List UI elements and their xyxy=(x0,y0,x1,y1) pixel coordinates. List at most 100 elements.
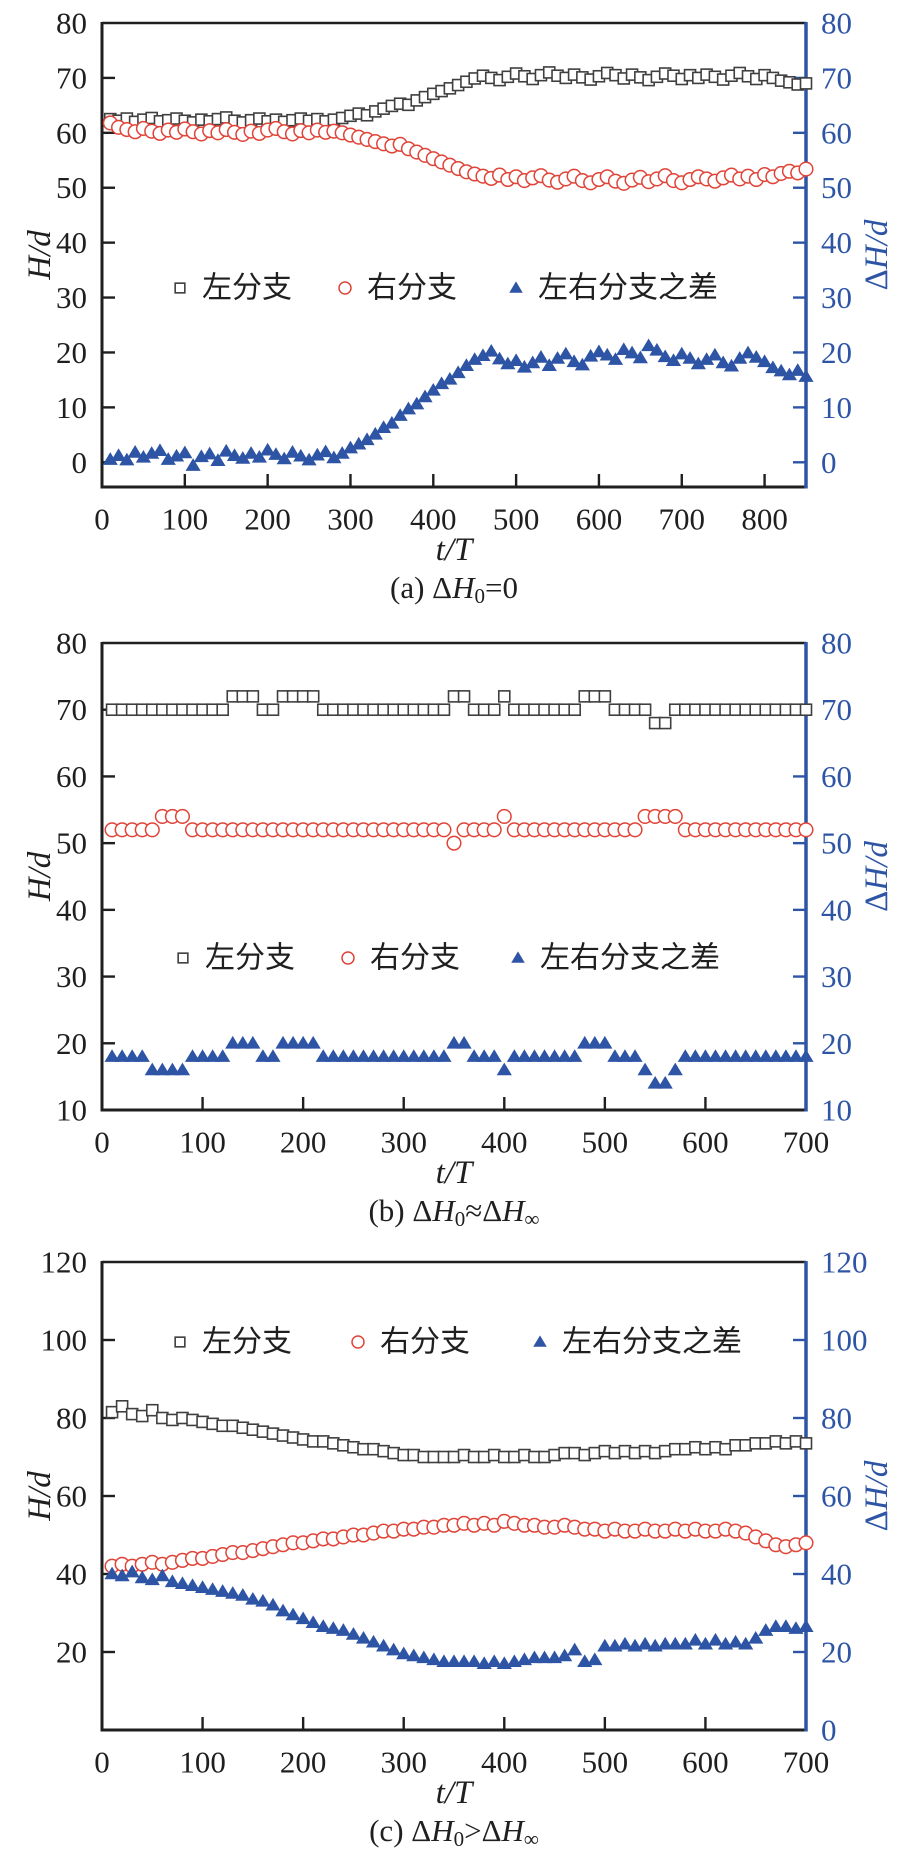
y-tick-label-right: 60 xyxy=(821,115,852,150)
triangle-marker xyxy=(509,281,523,293)
triangle-marker xyxy=(205,1049,221,1062)
triangle-marker xyxy=(748,1630,764,1644)
triangle-marker xyxy=(416,1049,432,1062)
triangle-marker xyxy=(667,1062,683,1076)
y-tick-label-right: 0 xyxy=(821,1713,837,1748)
triangle-marker xyxy=(508,353,524,367)
triangle-marker xyxy=(315,1049,331,1062)
y-tick-label-left: 30 xyxy=(56,959,87,994)
triangle-marker xyxy=(355,1049,372,1062)
triangle-marker xyxy=(466,1049,482,1062)
y-tick-label-right: 20 xyxy=(821,1635,852,1670)
triangle-marker xyxy=(657,1636,673,1650)
triangle-marker xyxy=(567,1642,583,1656)
triangle-marker xyxy=(194,1049,211,1062)
triangle-marker xyxy=(396,1049,412,1062)
triangle-marker xyxy=(245,1035,261,1049)
triangle-marker xyxy=(682,351,698,364)
triangle-marker xyxy=(496,1062,512,1076)
triangle-marker xyxy=(574,357,590,371)
series-circle-points xyxy=(104,808,814,851)
legend-label: 右分支 xyxy=(370,942,460,975)
triangle-marker xyxy=(225,1035,241,1049)
triangle-marker xyxy=(587,1652,603,1666)
triangle-marker xyxy=(335,1623,351,1636)
x-tick-label: 100 xyxy=(179,1125,226,1160)
triangle-marker xyxy=(536,1650,553,1664)
y-tick-label-left: 30 xyxy=(56,280,87,315)
triangle-marker xyxy=(355,1630,372,1644)
y-tick-label-right: 10 xyxy=(821,390,852,425)
y-tick-label-left: 50 xyxy=(56,826,87,861)
circle-marker xyxy=(174,808,191,825)
legend-item-diff: 左右分支之差 xyxy=(511,942,720,975)
triangle-marker xyxy=(416,1650,432,1664)
triangle-marker xyxy=(255,1049,271,1062)
triangle-marker xyxy=(305,1615,321,1629)
triangle-marker xyxy=(758,1623,774,1636)
triangle-marker xyxy=(376,1638,392,1652)
square-marker xyxy=(266,703,280,717)
triangle-marker xyxy=(177,445,193,459)
triangle-marker xyxy=(788,1049,804,1062)
y-tick-label-left: 80 xyxy=(56,6,87,41)
triangle-marker xyxy=(491,351,508,365)
y-tick-label-left: 60 xyxy=(56,759,87,794)
triangle-marker xyxy=(265,1049,281,1062)
triangle-marker xyxy=(215,1584,231,1597)
circle-marker xyxy=(798,161,814,177)
circle-marker xyxy=(436,822,452,838)
triangle-marker xyxy=(707,1049,724,1062)
legend-label: 左分支 xyxy=(202,1326,292,1359)
panel-b-chart: 0 100 200 300 400 500 600 700102030405060708010… xyxy=(22,626,895,1232)
triangle-marker xyxy=(284,445,301,458)
triangle-marker xyxy=(104,1566,120,1580)
triangle-marker xyxy=(315,1619,331,1632)
triangle-marker xyxy=(295,1035,311,1049)
triangle-marker xyxy=(483,343,499,357)
triangle-marker xyxy=(235,1588,251,1601)
circle-marker xyxy=(341,951,355,965)
y-tick-label-right: 60 xyxy=(821,759,852,794)
triangle-marker xyxy=(637,1636,653,1650)
series-triangle-points xyxy=(104,1035,814,1089)
series-circle-points xyxy=(104,1513,814,1574)
square-marker xyxy=(177,952,189,964)
triangle-marker xyxy=(184,1049,201,1062)
square-marker xyxy=(174,282,186,294)
triangle-marker xyxy=(154,1568,170,1582)
legend-item-left: 左分支 xyxy=(174,1326,292,1359)
triangle-marker xyxy=(185,458,201,471)
series-square-points xyxy=(105,690,813,730)
legend-item-right: 右分支 xyxy=(341,942,460,975)
y-tick-label-left: 20 xyxy=(56,1635,87,1670)
legend-label: 右分支 xyxy=(367,272,457,305)
y-tick-label-left: 20 xyxy=(56,1026,87,1061)
legend-label: 左右分支之差 xyxy=(540,942,720,975)
triangle-marker xyxy=(406,1049,422,1062)
triangle-marker xyxy=(215,1049,231,1062)
triangle-marker xyxy=(305,1035,321,1049)
triangle-marker xyxy=(768,1619,784,1632)
square-marker xyxy=(174,1336,186,1348)
y-axis-label-left: H/d xyxy=(22,851,58,902)
triangle-marker xyxy=(104,1049,120,1062)
triangle-marker xyxy=(436,1049,452,1062)
square-marker xyxy=(246,690,260,703)
series-square-points xyxy=(105,1400,813,1464)
triangle-marker xyxy=(210,453,226,466)
triangle-marker xyxy=(748,350,764,363)
y-tick-label-right: 0 xyxy=(821,445,837,480)
triangle-marker xyxy=(365,1049,382,1062)
triangle-marker xyxy=(124,1564,140,1578)
triangle-marker xyxy=(677,1049,693,1062)
triangle-marker xyxy=(715,355,731,369)
y-tick-label-left: 100 xyxy=(41,1323,88,1358)
triangle-marker xyxy=(674,346,690,360)
triangle-marker xyxy=(243,446,259,459)
triangle-marker xyxy=(665,353,682,367)
triangle-marker xyxy=(164,1574,180,1588)
triangle-marker xyxy=(265,1597,281,1611)
triangle-marker xyxy=(446,1035,462,1049)
panel-caption: (b) ΔH0≈ΔH∞ xyxy=(368,1193,539,1232)
